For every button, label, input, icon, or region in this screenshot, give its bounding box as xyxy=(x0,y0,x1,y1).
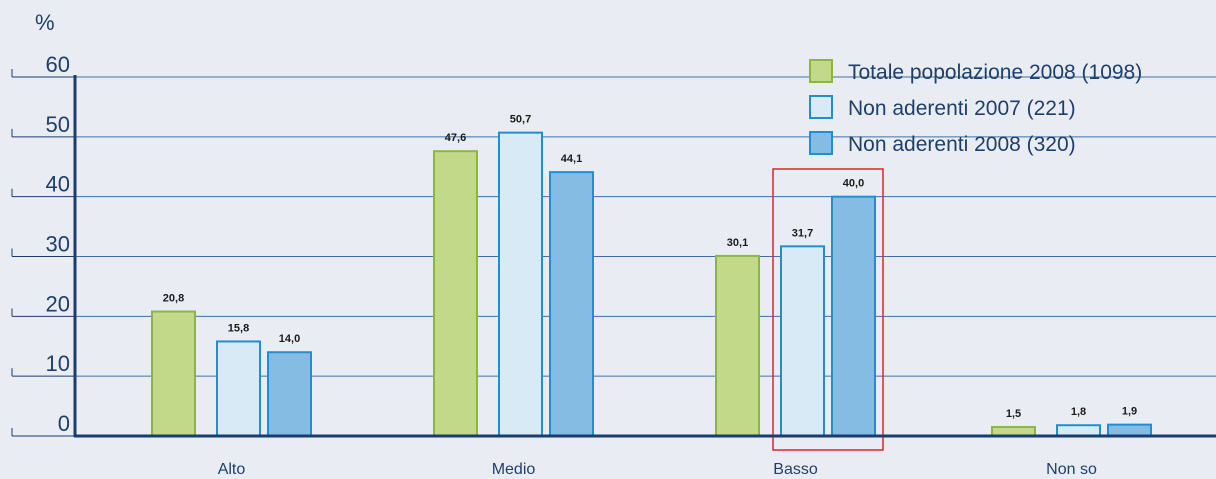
legend-label: Non aderenti 2007 (221) xyxy=(848,97,1076,120)
legend: Totale popolazione 2008 (1098) Non aderen… xyxy=(810,60,1142,156)
y-tick-label: 50 xyxy=(46,112,70,137)
x-tick-label: Basso xyxy=(773,461,818,478)
legend-label: Non aderenti 2008 (320) xyxy=(848,133,1076,156)
data-label: 1,5 xyxy=(1006,408,1021,420)
bar xyxy=(434,151,477,436)
bar xyxy=(781,246,824,436)
data-label: 30,1 xyxy=(727,237,748,249)
bar xyxy=(152,312,195,436)
data-label: 47,6 xyxy=(445,132,466,144)
x-tick-label: Alto xyxy=(218,461,246,478)
y-tick-label: 0 xyxy=(58,411,70,436)
legend-swatch xyxy=(810,132,832,154)
y-axis-label: % xyxy=(35,10,55,35)
legend-swatch xyxy=(810,96,832,118)
bar xyxy=(716,256,759,436)
data-label: 1,9 xyxy=(1122,406,1137,418)
bar xyxy=(832,197,875,436)
bars xyxy=(152,133,1151,436)
data-label: 14,0 xyxy=(279,333,300,345)
data-label: 31,7 xyxy=(792,227,813,239)
data-label: 15,8 xyxy=(228,322,249,334)
bar xyxy=(268,352,311,436)
bar xyxy=(550,172,593,436)
y-tick-label: 30 xyxy=(46,232,70,257)
y-tick-label: 20 xyxy=(46,291,70,316)
data-label: 50,7 xyxy=(510,114,531,126)
y-tick-label: 40 xyxy=(46,172,70,197)
bar xyxy=(217,341,260,436)
bar xyxy=(1108,425,1151,436)
bar xyxy=(1057,425,1100,436)
legend-swatch xyxy=(810,60,832,82)
data-label: 40,0 xyxy=(843,178,864,190)
legend-label: Totale popolazione 2008 (1098) xyxy=(848,61,1142,84)
bar xyxy=(499,133,542,436)
y-tick-label: 60 xyxy=(46,52,70,77)
x-tick-label: Non so xyxy=(1046,461,1097,478)
data-label: 44,1 xyxy=(561,153,582,165)
y-tick-label: 10 xyxy=(46,351,70,376)
data-label: 20,8 xyxy=(163,293,184,305)
data-label: 1,8 xyxy=(1071,406,1086,418)
x-tick-label: Medio xyxy=(492,461,536,478)
